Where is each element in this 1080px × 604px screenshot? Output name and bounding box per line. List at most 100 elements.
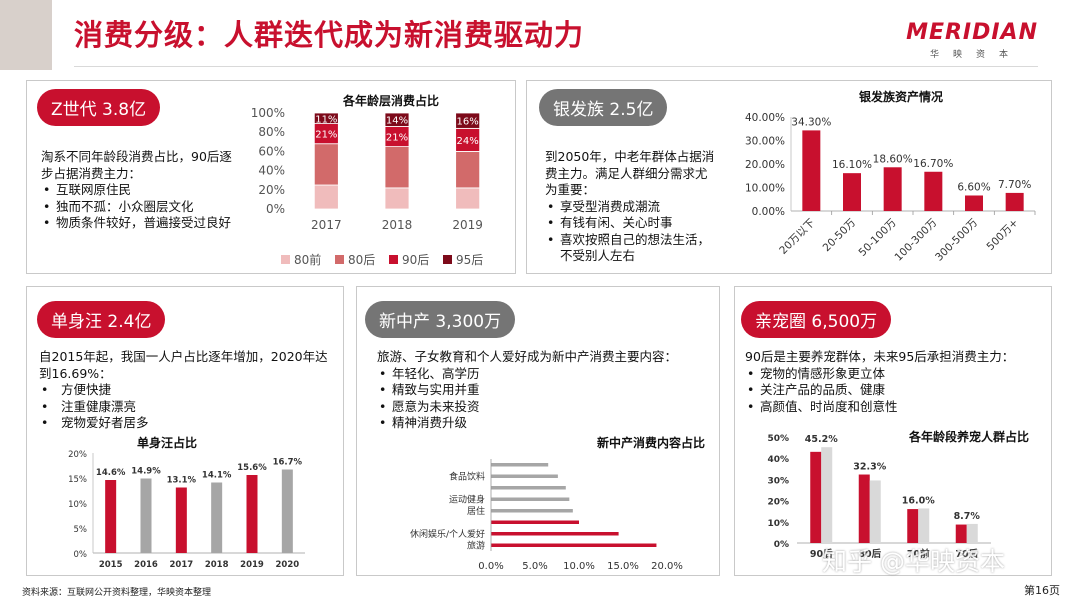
bar (281, 469, 293, 553)
legend-label: 80前 (294, 252, 321, 267)
bar-segment (313, 143, 339, 186)
x-tick-label: 90后 (810, 548, 833, 560)
single-bullet: 注重健康漂亮 (39, 399, 339, 416)
data-label: 13.1% (167, 476, 197, 486)
pet-description: 90后是主要养宠群体，未来95后承担消费主力： 宠物的情感形象更立体 关注产品的… (745, 349, 1049, 415)
x-tick-label: 0.0% (478, 561, 503, 572)
data-label: 14% (386, 116, 408, 127)
data-label: 11% (315, 114, 337, 125)
panel-pet: 亲宠圈 6,500万 90后是主要养宠群体，未来95后承担消费主力： 宠物的情感… (734, 286, 1052, 576)
data-label: 16.10% (832, 159, 872, 171)
silver-bullet: 享受型消费成潮流 (545, 199, 717, 216)
legend-label: 80后 (348, 253, 375, 267)
bar (907, 509, 919, 543)
chart-title: 银发族资产情况 (859, 89, 943, 104)
x-tick-label: 20-50万 (821, 217, 858, 254)
genz-description: 淘系不同年龄段消费占比，90后逐步占据消费主力： 互联网原住民 独而不孤：小众圈… (41, 149, 233, 232)
y-tick-label: 40% (258, 164, 285, 178)
genz-bullet: 物质条件较好，普遍接受过良好 (41, 215, 233, 232)
bar (491, 532, 619, 536)
chart-title: 各年龄段养宠人群占比 (908, 429, 1029, 444)
x-tick-label: 15.0% (607, 561, 639, 572)
panel-single: 单身汪 2.4亿 自2015年起，我国一人户占比逐年增加，2020年达到16.6… (26, 286, 344, 576)
bar (1005, 192, 1024, 211)
bar-segment (455, 187, 481, 210)
x-tick-label: 70后 (955, 548, 978, 560)
logo-wordmark: MERIDIAN (906, 20, 1038, 45)
middle-class-bullet: 年轻化、高学历 (377, 366, 713, 383)
bar (491, 474, 558, 478)
data-label: 16% (457, 117, 479, 128)
bar (491, 543, 657, 547)
single-intro: 自2015年起，我国一人户占比逐年增加，2020年达到16.69%： (39, 349, 328, 381)
y-tick-label: 40.00% (745, 112, 785, 124)
bar (491, 463, 549, 467)
data-label: 8.7% (954, 511, 981, 522)
middle-class-intro: 旅游、子女教育和个人爱好成为新中产消费主要内容： (377, 349, 678, 364)
bar (821, 447, 833, 543)
pet-intro: 90后是主要养宠群体，未来95后承担消费主力： (745, 349, 1015, 364)
x-tick-label: 2017 (311, 218, 342, 232)
bar-segment (384, 146, 410, 189)
single-bullets: 方便快捷 注重健康漂亮 宠物爱好者居多 (39, 382, 339, 432)
y-tick-label: 15% (68, 475, 87, 485)
y-tick-label: 0% (266, 202, 285, 216)
single-pill: 单身汪 2.4亿 (37, 301, 166, 338)
y-tick-label: 80% (258, 125, 285, 139)
data-label: 34.30% (791, 116, 831, 128)
single-ratio-chart: 单身汪占比 0% 5% 10% 15% 20% 14.6% 2015 14.9% 2016 13.1… (68, 435, 305, 570)
middle-class-bullet: 精致与实用并重 (377, 382, 713, 399)
brand-logo: MERIDIAN 华映资本 (906, 20, 1038, 60)
x-tick-label: 300-500万 (933, 217, 980, 264)
y-tick-label: 10% (767, 519, 789, 529)
bar-segment (313, 184, 339, 210)
panel-silver: 银发族 2.5亿 到2050年，中老年群体占据消费主力。满足人群细分需求尤为重要… (526, 80, 1052, 274)
y-tick-label: 20% (767, 498, 789, 508)
single-bullet: 宠物爱好者居多 (39, 415, 339, 432)
page-title: 消费分级：人群迭代成为新消费驱动力 (74, 18, 585, 52)
middle-class-description: 旅游、子女教育和个人爱好成为新中产消费主要内容： 年轻化、高学历 精致与实用并重… (377, 349, 713, 432)
data-label: 32.3% (853, 462, 886, 473)
y-tick-label: 100% (251, 106, 285, 120)
data-label: 6.60% (957, 181, 990, 193)
pet-bullet: 高颜值、时尚度和创意性 (745, 399, 1049, 416)
middle-class-pill: 新中产 3,300万 (365, 301, 516, 338)
x-tick-label: 2019 (240, 560, 264, 570)
legend-swatch (335, 255, 344, 264)
x-tick-label: 2018 (382, 218, 413, 232)
panel-genz: Z世代 3.8亿 淘系不同年龄段消费占比，90后逐步占据消费主力： 互联网原住民… (26, 80, 516, 274)
x-tick-label: 10.0% (563, 561, 595, 572)
bar (843, 173, 861, 211)
silver-bullet: 有钱有闲、关心时事 (545, 215, 717, 232)
y-tick-label: 10% (68, 500, 87, 510)
bar-segment (455, 112, 481, 129)
y-tick-label: 0% (774, 540, 789, 550)
bar (965, 195, 983, 211)
y-tick-label: 30% (767, 476, 789, 486)
bar (491, 486, 566, 490)
y-tick-label: 20.00% (745, 159, 785, 171)
bar (955, 524, 967, 543)
logo-subtitle: 华映资本 (930, 50, 1023, 60)
data-label: 14.6% (96, 468, 126, 478)
pet-bullets: 宠物的情感形象更立体 关注产品的品质、健康 高颜值、时尚度和创意性 (745, 366, 1049, 416)
bar (105, 480, 117, 553)
x-tick-label: 5.0% (522, 561, 547, 572)
data-label: 18.60% (873, 153, 913, 165)
bar (858, 474, 870, 543)
source-note: 资料来源：互联网公开资料整理，华映资本整理 (22, 588, 212, 598)
y-tick-label: 50% (767, 434, 789, 444)
legend-label: 90后 (402, 253, 429, 267)
bar (869, 480, 881, 543)
middle-class-bullet: 精神消费升级 (377, 415, 713, 432)
data-label: 16.7% (273, 458, 303, 468)
silver-pill: 银发族 2.5亿 (539, 89, 668, 126)
y-tick-label: 旅游 (467, 539, 485, 551)
y-tick-label: 5% (74, 525, 88, 535)
middle-class-bullets: 年轻化、高学历 精致与实用并重 愿意为未来投资 精神消费升级 (377, 366, 713, 432)
legend-swatch (443, 255, 452, 264)
bar (966, 523, 978, 543)
bar (491, 497, 570, 501)
y-tick-label: 0% (74, 550, 88, 560)
